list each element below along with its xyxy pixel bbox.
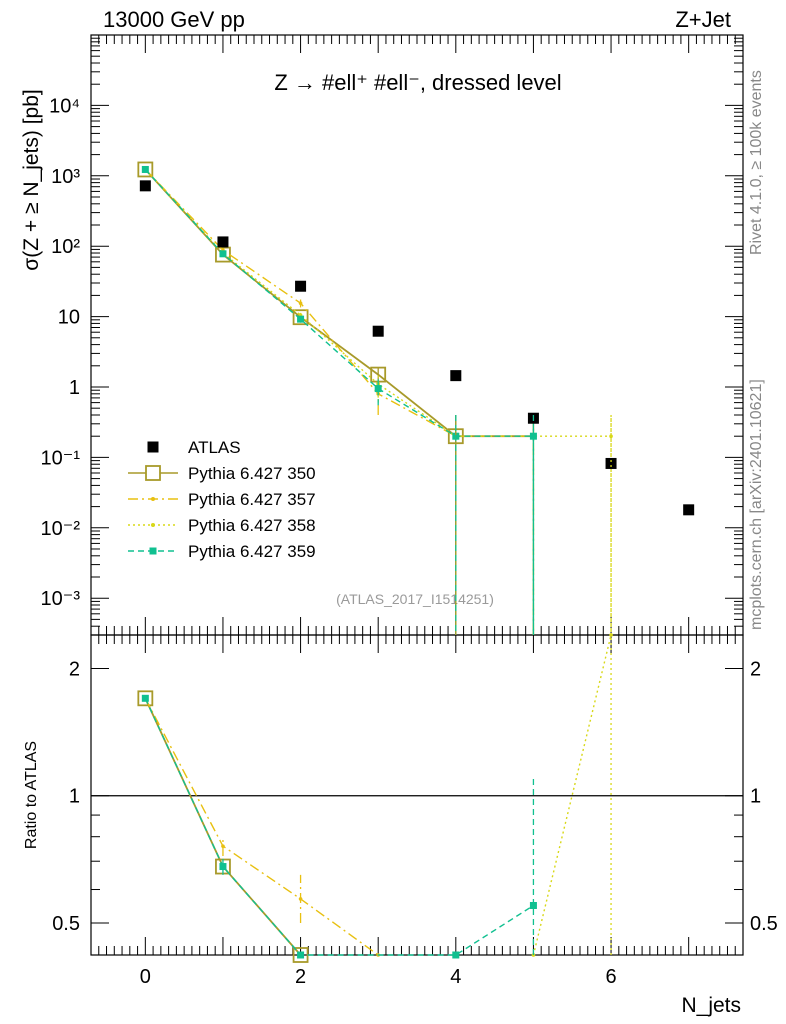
series-marker xyxy=(292,309,309,326)
series-line xyxy=(144,697,379,956)
y-tick-label: 2 xyxy=(750,658,761,680)
y-tick-label: 10³ xyxy=(51,166,80,188)
series-marker xyxy=(219,250,227,258)
ratio-y-axis-title: Ratio to ATLAS xyxy=(23,741,40,849)
legend-label: ATLAS xyxy=(188,438,241,457)
series-marker xyxy=(221,844,225,848)
ratio-panel-frame xyxy=(90,634,744,956)
legend-label: Pythia 6.427 359 xyxy=(188,542,316,561)
series-line xyxy=(144,168,534,437)
atlas-data-point xyxy=(217,236,229,248)
atlas-data-point xyxy=(683,504,695,516)
main-axis-ticks: 10⁻³ 10⁻² 10⁻¹ 1 10 10² 10³ 10⁴ xyxy=(41,35,743,636)
atlas-data-point xyxy=(139,180,151,192)
analysis-ref: (ATLAS_2017_I1514251) xyxy=(336,591,494,607)
side-source-label: mcplots.cern.ch [arXiv:2401.10621] xyxy=(748,379,765,630)
series-marker xyxy=(137,690,154,707)
series-line xyxy=(532,634,612,956)
atlas-data-point xyxy=(605,457,617,469)
legend-label: Pythia 6.427 350 xyxy=(188,464,316,483)
legend-marker xyxy=(147,441,159,453)
series-marker xyxy=(297,315,305,323)
series-line xyxy=(144,698,534,956)
legend-marker xyxy=(151,497,155,501)
series-marker xyxy=(609,633,613,637)
process-label: Z+Jet xyxy=(675,7,731,32)
legend: ATLAS Pythia 6.427 350 Pythia 6.427 357 Pyt… xyxy=(128,438,316,561)
y-tick-label: 10⁴ xyxy=(49,95,80,117)
series-marker xyxy=(374,385,382,393)
legend-label: Pythia 6.427 357 xyxy=(188,490,316,509)
y-tick-label: 0.5 xyxy=(750,913,778,935)
x-tick-label: 4 xyxy=(450,966,461,988)
series-marker xyxy=(297,951,305,959)
main-y-axis-title: σ(Z + ≥ N_jets) [pb] xyxy=(20,89,43,270)
y-tick-label: 1 xyxy=(69,377,80,399)
series-line xyxy=(144,697,302,956)
series-marker xyxy=(141,694,149,702)
x-tick-label: 6 xyxy=(605,966,616,988)
plot-title: Z → #ell⁺ #ell⁻, dressed level xyxy=(274,70,561,95)
atlas-data-point xyxy=(295,280,307,292)
series-marker xyxy=(137,161,154,178)
series-marker xyxy=(452,951,460,959)
ratio-axis-ticks: 0 2 4 6 0.5 0.5 1 1 2 2 xyxy=(52,635,778,988)
atlas-data-point xyxy=(450,370,462,382)
series-line xyxy=(144,168,534,437)
series-marker xyxy=(529,901,537,909)
atlas-data-point xyxy=(372,325,384,337)
x-axis-title: N_jets xyxy=(681,994,741,1017)
series-marker xyxy=(298,301,303,305)
series-marker xyxy=(298,897,303,901)
legend-marker xyxy=(149,547,157,555)
ratio-series-layer xyxy=(137,633,613,963)
series-marker xyxy=(219,863,227,871)
y-tick-label: 0.5 xyxy=(52,913,80,935)
y-tick-label: 10 xyxy=(58,307,80,329)
y-tick-label: 10⁻³ xyxy=(41,588,81,610)
legend-marker xyxy=(151,523,155,527)
y-tick-label: 10⁻¹ xyxy=(41,447,81,469)
y-tick-label: 1 xyxy=(69,786,80,808)
main-series-layer xyxy=(137,161,695,635)
legend-marker xyxy=(145,465,161,481)
x-tick-label: 0 xyxy=(140,966,151,988)
series-marker xyxy=(141,165,149,173)
series-line xyxy=(144,168,534,438)
legend-label: Pythia 6.427 358 xyxy=(188,516,316,535)
y-tick-label: 10² xyxy=(51,236,80,258)
series-marker xyxy=(292,947,309,963)
side-rivet-label: Rivet 4.1.0, ≥ 100k events xyxy=(748,70,765,255)
y-tick-label: 2 xyxy=(69,658,80,680)
y-tick-label: 1 xyxy=(750,786,761,808)
collision-label: 13000 GeV pp xyxy=(103,7,245,32)
y-tick-label: 10⁻² xyxy=(41,518,81,540)
x-tick-label: 2 xyxy=(295,966,306,988)
